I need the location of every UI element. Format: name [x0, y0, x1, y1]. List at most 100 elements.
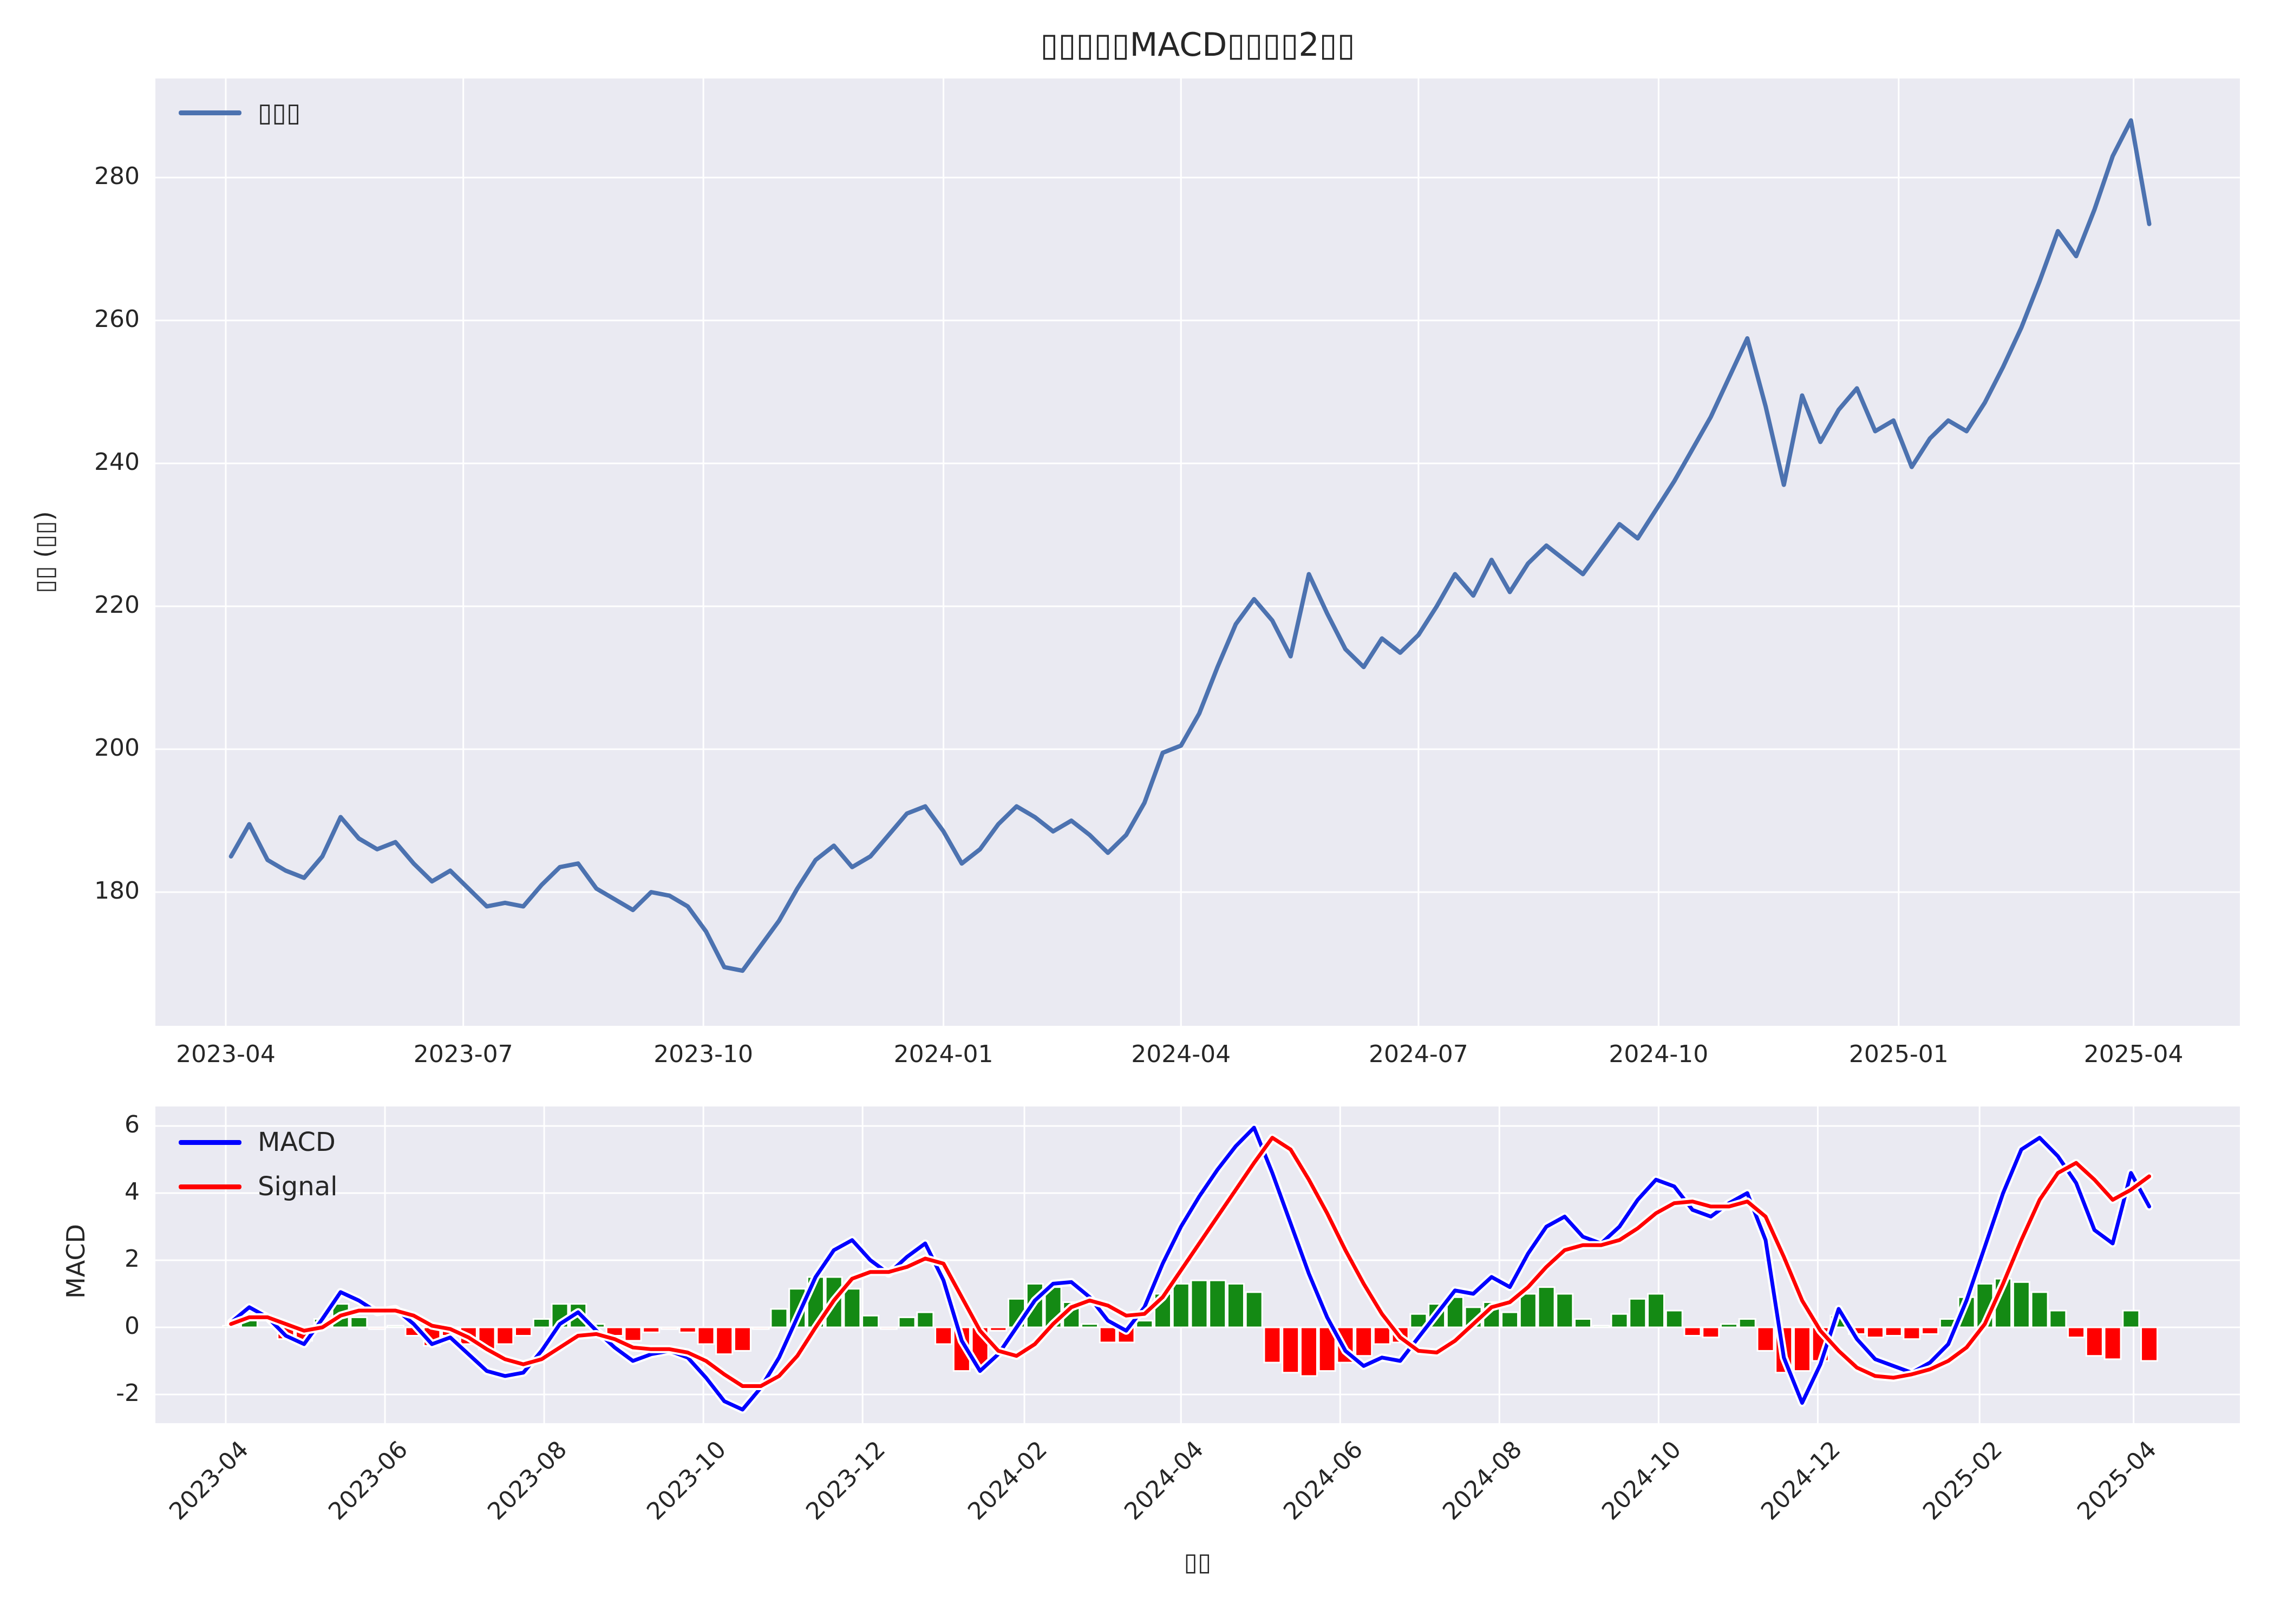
- histogram-bar-negative: [1299, 1326, 1318, 1377]
- price-legend-line-sample: [179, 110, 241, 115]
- histogram-bar-negative: [733, 1326, 752, 1352]
- histogram-bar-positive: [386, 1325, 404, 1328]
- price-x-tick-label: 2023-04: [176, 1040, 276, 1068]
- signal-legend-label: Signal: [258, 1171, 338, 1202]
- macd-x-tick-label: 2024-04: [1119, 1436, 1210, 1526]
- histogram-bar-positive: [1190, 1279, 1208, 1328]
- histogram-bar-positive: [1226, 1282, 1245, 1328]
- macd-x-tick-label: 2024-10: [1597, 1436, 1687, 1526]
- histogram-bar-negative: [624, 1326, 642, 1342]
- histogram-bar-negative: [678, 1326, 697, 1333]
- histogram-bar-negative: [2103, 1326, 2122, 1360]
- macd-x-tick-label: 2023-04: [164, 1436, 254, 1526]
- histogram-bar-negative: [1702, 1326, 1720, 1339]
- histogram-bar-positive: [2030, 1291, 2049, 1328]
- macd-y-tick-label: 4: [125, 1178, 140, 1206]
- macd-y-tick-label: 6: [125, 1111, 140, 1138]
- histogram-bar-negative: [1355, 1326, 1373, 1357]
- histogram-bar-positive: [843, 1288, 861, 1328]
- histogram-bar-positive: [1081, 1323, 1099, 1328]
- macd-x-tick-label: 2024-08: [1437, 1436, 1528, 1526]
- histogram-bar-negative: [1866, 1326, 1884, 1339]
- histogram-bar-negative: [2140, 1326, 2159, 1362]
- macd-plot-svg: [155, 1106, 2240, 1423]
- histogram-bar-negative: [935, 1326, 953, 1345]
- histogram-bar-negative: [879, 1326, 898, 1330]
- histogram-bar-positive: [1665, 1309, 1683, 1328]
- histogram-bar-negative: [697, 1326, 715, 1345]
- histogram-bar-positive: [1574, 1318, 1592, 1328]
- histogram-bar-negative: [1884, 1326, 1903, 1337]
- price-y-tick-label: 180: [94, 877, 140, 905]
- macd-legend-row: MACD: [179, 1127, 337, 1157]
- histogram-bar-negative: [1099, 1326, 1117, 1344]
- histogram-bar-positive: [1556, 1293, 1574, 1328]
- histogram-bar-negative: [2067, 1326, 2086, 1339]
- histogram-bar-positive: [1208, 1279, 1227, 1328]
- histogram-bar-positive: [1610, 1313, 1629, 1328]
- macd-x-tick-label: 2024-02: [963, 1436, 1053, 1526]
- price-y-tick-label: 260: [94, 305, 140, 333]
- histogram-bar-positive: [898, 1316, 916, 1328]
- signal-legend-row: Signal: [179, 1171, 337, 1202]
- signal-line: [229, 1136, 2152, 1388]
- macd-x-tick-label: 2024-06: [1278, 1436, 1369, 1526]
- histogram-bar-positive: [2012, 1281, 2030, 1328]
- histogram-bar-negative: [1263, 1326, 1282, 1364]
- histogram-bar-negative: [715, 1326, 734, 1355]
- price-x-tick-label: 2025-01: [1848, 1040, 1949, 1068]
- histogram-bar-positive: [1172, 1282, 1190, 1328]
- macd-y-tick-label: 0: [125, 1312, 140, 1340]
- macd-y-tick-label: 2: [125, 1245, 140, 1273]
- histogram-bar-positive: [1501, 1311, 1519, 1328]
- price-y-tick-label: 240: [94, 448, 140, 476]
- histogram-bar-negative: [1793, 1326, 1811, 1372]
- histogram-bar-positive: [1647, 1293, 1665, 1328]
- price-legend: ▯▯▯: [179, 97, 300, 128]
- price-y-tick-label: 220: [94, 591, 140, 619]
- macd-x-tick-label: 2025-02: [1918, 1436, 2008, 1526]
- price-legend-label: ▯▯▯: [258, 97, 301, 128]
- price-x-tick-label: 2024-04: [1131, 1040, 1231, 1068]
- price-x-tick-label: 2023-10: [654, 1040, 754, 1068]
- macd-axes: [155, 1106, 2240, 1423]
- histogram-bar-negative: [660, 1326, 678, 1330]
- price-axes: [155, 78, 2240, 1026]
- histogram-bar-negative: [496, 1326, 514, 1345]
- histogram-bar-positive: [770, 1308, 788, 1328]
- macd-legend: MACD Signal: [179, 1127, 337, 1202]
- histogram-bar-negative: [1282, 1326, 1300, 1374]
- macd-legend-label: MACD: [258, 1127, 336, 1157]
- histogram-bar-positive: [916, 1311, 935, 1328]
- price-line: [228, 118, 2152, 973]
- price-x-tick-label: 2024-10: [1609, 1040, 1709, 1068]
- macd-y-tick-label: -2: [116, 1379, 140, 1407]
- histogram-bar-positive: [1592, 1325, 1610, 1328]
- histogram-bar-negative: [1683, 1326, 1702, 1337]
- price-legend-row: ▯▯▯: [179, 97, 300, 128]
- price-y-axis-label: ▯▯ (▯▯): [30, 511, 59, 593]
- histogram-bar-positive: [861, 1314, 880, 1328]
- price-x-tick-label: 2024-07: [1368, 1040, 1468, 1068]
- price-x-tick-label: 2025-04: [2083, 1040, 2184, 1068]
- histogram-bar-negative: [2085, 1326, 2103, 1357]
- histogram-bar-positive: [350, 1316, 368, 1328]
- price-y-tick-label: 280: [94, 162, 140, 190]
- histogram-bar-positive: [2122, 1309, 2140, 1328]
- macd-legend-line-sample: [179, 1140, 241, 1145]
- histogram-bar-negative: [1921, 1326, 1939, 1335]
- price-plot-svg: [155, 78, 2240, 1026]
- macd-x-tick-label: 2023-12: [801, 1436, 891, 1526]
- histogram-bar-negative: [989, 1326, 1008, 1332]
- histogram-bar-positive: [1738, 1318, 1756, 1328]
- price-x-tick-label: 2024-01: [893, 1040, 994, 1068]
- histogram-bar-negative: [642, 1326, 661, 1333]
- histogram-bar-positive: [1519, 1293, 1537, 1328]
- histogram-bar-negative: [1756, 1326, 1775, 1352]
- macd-x-tick-label: 2024-12: [1756, 1436, 1846, 1526]
- macd-x-axis-label: ▯▯: [1184, 1547, 1212, 1576]
- macd-x-tick-label: 2023-08: [482, 1436, 573, 1526]
- histogram-bar-negative: [1903, 1326, 1921, 1340]
- histogram-bar-negative: [514, 1326, 533, 1337]
